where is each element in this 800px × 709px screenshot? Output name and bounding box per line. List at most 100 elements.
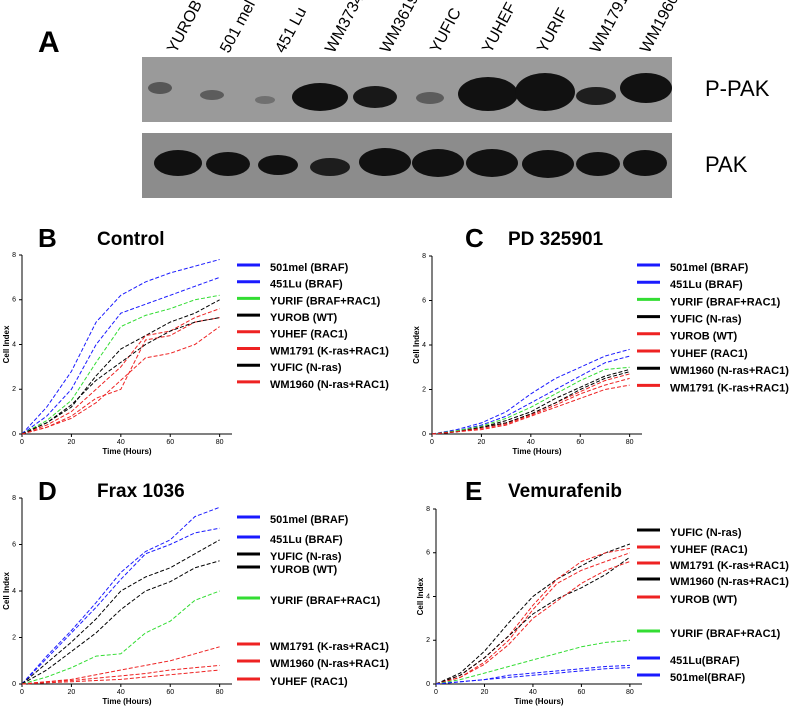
- legend-label: YUFIC (N-ras): [670, 527, 742, 539]
- y-tick-label: 8: [12, 252, 16, 259]
- y-tick-label: 0: [12, 681, 16, 688]
- lane-label: WM1960: [637, 0, 682, 56]
- legend-label: 501mel(BRAF): [670, 672, 746, 684]
- x-tick-label: 80: [626, 439, 634, 446]
- y-tick-label: 0: [422, 431, 426, 438]
- lane-label: WM3734: [322, 0, 367, 56]
- x-tick-label: 60: [576, 439, 584, 446]
- series-line: [21, 308, 220, 435]
- lane-label: YUROB: [164, 0, 206, 56]
- legend-label: YUFIC (N-ras): [270, 551, 342, 563]
- lane-labels: YUROB 501 mel 451 Lu WM3734 WM3619 YUFIC YUHEF…: [164, 0, 682, 56]
- legend-label: 501mel (BRAF): [270, 262, 349, 274]
- series-line: [435, 552, 631, 685]
- y-tick-label: 6: [12, 541, 16, 548]
- panel-label: B: [38, 223, 57, 253]
- series-line: [21, 294, 220, 435]
- legend-label: YURIF (BRAF+RAC1): [270, 595, 381, 607]
- legend-label: YUFIC (N-ras): [270, 362, 342, 374]
- y-tick-label: 6: [426, 550, 430, 557]
- chart-title: PD 325901: [508, 229, 604, 250]
- series-line: [21, 317, 220, 435]
- legend-label: WM1791 (K-ras+RAC1): [270, 345, 389, 357]
- y-tick-label: 8: [422, 253, 426, 260]
- legend-label: YUROB (WT): [270, 564, 338, 576]
- x-tick-label: 0: [434, 689, 438, 696]
- x-tick-label: 60: [166, 689, 174, 696]
- x-tick-label: 20: [68, 439, 76, 446]
- series-line: [21, 506, 220, 685]
- bands: [148, 73, 672, 178]
- series-line: [435, 667, 630, 685]
- x-tick-label: 80: [216, 689, 224, 696]
- legend-label: WM1960 (N-ras+RAC1): [270, 658, 389, 670]
- series-line: [431, 384, 630, 435]
- y-tick-label: 2: [12, 386, 16, 393]
- series-line: [21, 259, 220, 435]
- x-tick-label: 40: [529, 689, 537, 696]
- legend-label: WM1791 (K-ras+RAC1): [270, 641, 389, 653]
- x-tick-label: 40: [527, 439, 535, 446]
- y-axis-label: Cell Index: [2, 572, 11, 610]
- y-tick-label: 0: [12, 431, 16, 438]
- chart-title: Frax 1036: [97, 481, 185, 502]
- y-tick-label: 4: [12, 341, 16, 348]
- series-line: [21, 299, 220, 435]
- y-tick-label: 2: [426, 637, 430, 644]
- legend-label: WM1960 (N-ras+RAC1): [270, 379, 389, 391]
- panel-label: A: [38, 26, 60, 59]
- legend-label: WM1960 (N-ras+RAC1): [670, 365, 789, 377]
- blot-row-label: P-PAK: [705, 76, 770, 101]
- legend-label: YURIF (BRAF+RAC1): [270, 295, 381, 307]
- panel-label: D: [38, 476, 57, 506]
- lane-label: 501 mel: [217, 0, 259, 56]
- legend-label: YUHEF (RAC1): [270, 329, 348, 341]
- chart-title: Control: [97, 229, 165, 250]
- legend-label: 451Lu (BRAF): [270, 534, 343, 546]
- x-tick-label: 20: [481, 689, 489, 696]
- lane-label: YUFIC: [427, 5, 465, 55]
- series-line: [21, 664, 220, 685]
- lane-label: WM1791: [587, 0, 632, 56]
- x-tick-label: 80: [216, 439, 224, 446]
- x-axis-label: Time (Hours): [102, 447, 152, 456]
- series-line: [435, 639, 630, 685]
- series-line: [435, 547, 630, 685]
- legend-label: WM1791 (K-ras+RAC1): [670, 560, 789, 572]
- x-axis-label: Time (Hours): [512, 447, 562, 456]
- series-line: [431, 377, 630, 435]
- y-tick-label: 8: [426, 506, 430, 513]
- series-line: [21, 539, 220, 685]
- y-tick-label: 6: [12, 297, 16, 304]
- legend-label: 451Lu (BRAF): [270, 279, 343, 291]
- series-line: [435, 543, 631, 685]
- series-line: [431, 348, 630, 435]
- series-line: [21, 326, 220, 435]
- x-tick-label: 80: [626, 689, 634, 696]
- y-axis-label: Cell Index: [2, 325, 11, 363]
- series-line: [431, 369, 630, 435]
- chart-title: Vemurafenib: [508, 481, 622, 502]
- series-line: [21, 527, 220, 685]
- x-tick-label: 0: [20, 689, 24, 696]
- y-tick-label: 4: [12, 588, 16, 595]
- series-line: [21, 276, 220, 435]
- x-tick-label: 40: [117, 439, 125, 446]
- series-line: [21, 646, 220, 685]
- series-line: [431, 355, 630, 435]
- legend-label: YURIF (BRAF+RAC1): [670, 296, 781, 308]
- x-tick-label: 60: [578, 689, 586, 696]
- series-line: [431, 366, 630, 435]
- legend-label: 501mel (BRAF): [670, 262, 749, 274]
- legend-label: YUHEF (RAC1): [670, 544, 748, 556]
- legend-label: YUFIC (N-ras): [670, 314, 742, 326]
- lane-label: YUHEF: [479, 0, 520, 56]
- lane-label: WM3619: [377, 0, 422, 56]
- y-tick-label: 2: [422, 386, 426, 393]
- y-tick-label: 6: [422, 297, 426, 304]
- y-tick-label: 2: [12, 634, 16, 641]
- legend-label: YUHEF (RAC1): [670, 348, 748, 360]
- series-line: [21, 560, 220, 685]
- y-axis-label: Cell Index: [416, 577, 425, 615]
